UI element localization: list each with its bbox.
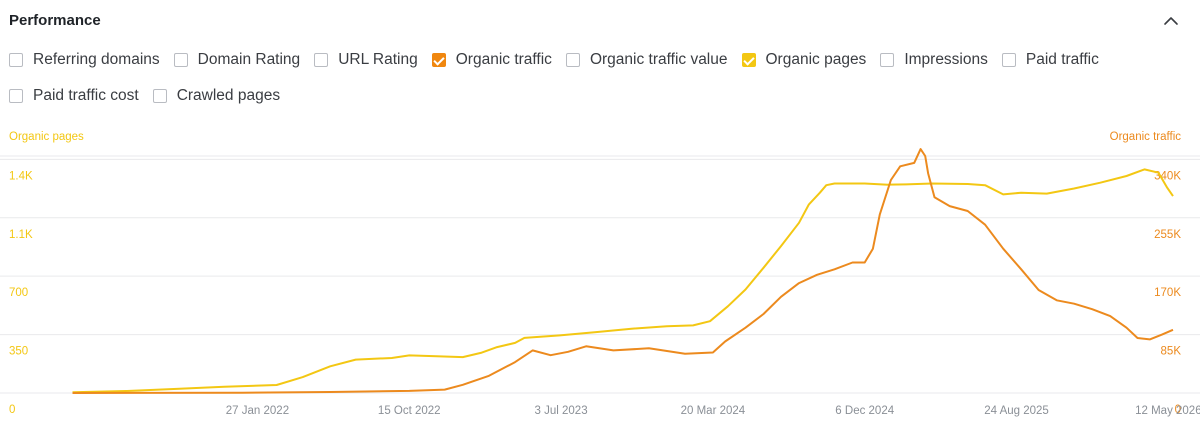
metric-checkbox-domain-rating[interactable]: Domain Rating	[173, 50, 301, 70]
checkbox-unchecked-icon[interactable]	[9, 89, 23, 103]
left-tick-label: 1.1K	[9, 229, 33, 241]
x-tick-label: 15 Oct 2022	[378, 405, 441, 417]
metric-label: Paid traffic cost	[33, 87, 139, 104]
metric-label: URL Rating	[338, 51, 418, 68]
left-axis-title: Organic pages	[9, 131, 84, 143]
metric-checkbox-impressions[interactable]: Impressions	[880, 50, 988, 70]
metric-checkbox-referring-domains[interactable]: Referring domains	[9, 50, 160, 70]
metric-checkbox-organic-traffic-value[interactable]: Organic traffic value	[565, 50, 728, 70]
checkbox-checked-icon[interactable]	[741, 53, 756, 67]
series-line-organic-traffic	[72, 148, 1174, 394]
chart-grid	[0, 155, 1200, 394]
series-line-organic-pages	[72, 168, 1174, 394]
metric-checkbox-list: Referring domains Domain Rating URL Rating…	[9, 50, 1194, 106]
x-tick-label: 20 Mar 2024	[681, 405, 746, 417]
metric-label: Organic traffic	[455, 51, 552, 68]
checkbox-unchecked-icon[interactable]	[1001, 53, 1016, 67]
chart-lines	[72, 148, 1174, 394]
checkbox-checked-icon[interactable]	[431, 53, 446, 67]
checkbox-unchecked-icon[interactable]	[314, 53, 329, 67]
right-tick-label: 85K	[1161, 346, 1182, 358]
metric-label: Crawled pages	[176, 87, 281, 104]
right-tick-label: 255K	[1154, 229, 1181, 241]
metric-label: Organic pages	[765, 51, 867, 68]
checkbox-unchecked-icon[interactable]	[152, 89, 167, 103]
right-tick-label: 170K	[1154, 287, 1181, 299]
x-tick-label: 24 Aug 2025	[984, 405, 1049, 417]
chevron-up-icon[interactable]	[1162, 12, 1180, 30]
checkbox-unchecked-icon[interactable]	[9, 53, 23, 67]
right-tick-label: 0	[1175, 404, 1181, 416]
right-tick-label: 340K	[1154, 170, 1181, 182]
right-axis-title: Organic traffic	[1110, 131, 1182, 143]
metric-label: Referring domains	[33, 51, 160, 68]
x-tick-label: 27 Jan 2022	[226, 405, 289, 417]
metric-checkbox-url-rating[interactable]: URL Rating	[314, 50, 418, 70]
metric-label: Paid traffic	[1025, 51, 1099, 68]
metric-checkbox-paid-traffic-cost[interactable]: Paid traffic cost	[9, 86, 139, 106]
metric-checkbox-organic-pages[interactable]: Organic pages	[741, 50, 867, 70]
metric-checkbox-crawled-pages[interactable]: Crawled pages	[152, 86, 281, 106]
x-tick-label: 12 May 2026	[1135, 405, 1200, 417]
metric-label: Organic traffic value	[589, 51, 728, 68]
metric-checkbox-organic-traffic[interactable]: Organic traffic	[431, 50, 552, 70]
metric-label: Domain Rating	[197, 51, 301, 68]
x-tick-label: 3 Jul 2023	[535, 405, 588, 417]
metric-checkbox-paid-traffic[interactable]: Paid traffic	[1001, 50, 1099, 70]
left-tick-label: 350	[9, 346, 28, 358]
left-tick-label: 0	[9, 404, 15, 416]
x-tick-label: 6 Dec 2024	[835, 405, 894, 417]
checkbox-unchecked-icon[interactable]	[565, 53, 580, 67]
left-tick-label: 1.4K	[9, 170, 33, 182]
right-axis-ticks: 0 85K 170K 255K 340K	[1154, 170, 1181, 416]
x-axis-ticks: 27 Jan 2022 15 Oct 2022 3 Jul 2023 20 Mar 2…	[226, 405, 1200, 417]
left-axis-ticks: 0 350 700 1.1K 1.4K	[9, 170, 33, 416]
left-tick-label: 700	[9, 287, 28, 299]
panel-title: Performance	[9, 12, 101, 29]
checkbox-unchecked-icon[interactable]	[880, 53, 895, 67]
checkbox-unchecked-icon[interactable]	[173, 53, 188, 67]
metric-label: Impressions	[904, 51, 988, 68]
